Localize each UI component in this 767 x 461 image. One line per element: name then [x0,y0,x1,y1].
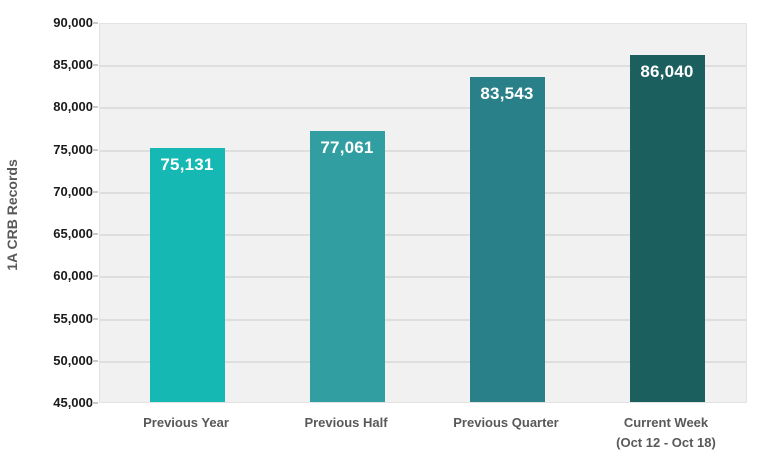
gridline [100,65,746,67]
y-tick-mark [92,22,98,24]
bar-value-label: 86,040 [640,62,694,81]
y-tick-label: 50,000 [53,353,93,368]
y-tick-mark [92,233,98,235]
plot-area: 75,131 77,061 83,543 86,040 [99,23,747,403]
x-axis-label: Previous Quarter [453,415,559,430]
bar: 75,131 [149,148,225,402]
y-tick-label: 55,000 [53,311,93,326]
y-tick-label: 85,000 [53,57,93,72]
y-tick-label: 60,000 [53,268,93,283]
x-axis-label: Current Week (Oct 12 - Oct 18) [616,415,716,450]
y-tick-mark [92,360,98,362]
bar: 77,061 [309,131,385,402]
y-tick-mark [92,191,98,193]
x-axis-label: Previous Year [143,415,229,430]
gridline [100,192,746,194]
bar-value-label: 75,131 [160,155,214,174]
gridline [100,107,746,109]
y-tick-label: 90,000 [53,15,93,30]
gridline [100,276,746,278]
y-tick-label: 80,000 [53,99,93,114]
bar: 83,543 [469,77,545,402]
gridline [100,234,746,236]
y-axis-title: 1A CRB Records [4,159,20,271]
y-tick-mark [92,149,98,151]
gridline [100,361,746,363]
y-tick-mark [92,402,98,404]
y-tick-mark [92,64,98,66]
y-tick-label: 70,000 [53,184,93,199]
y-tick-mark [92,318,98,320]
y-tick-mark [92,275,98,277]
y-tick-label: 75,000 [53,142,93,157]
gridline [100,150,746,152]
y-tick-mark [92,106,98,108]
y-tick-label: 45,000 [53,395,93,410]
bar-value-label: 77,061 [320,138,374,157]
bar: 86,040 [629,55,705,402]
gridline [100,319,746,321]
x-axis-label: Previous Half [304,415,388,430]
bar-value-label: 83,543 [480,84,534,103]
y-tick-label: 65,000 [53,226,93,241]
